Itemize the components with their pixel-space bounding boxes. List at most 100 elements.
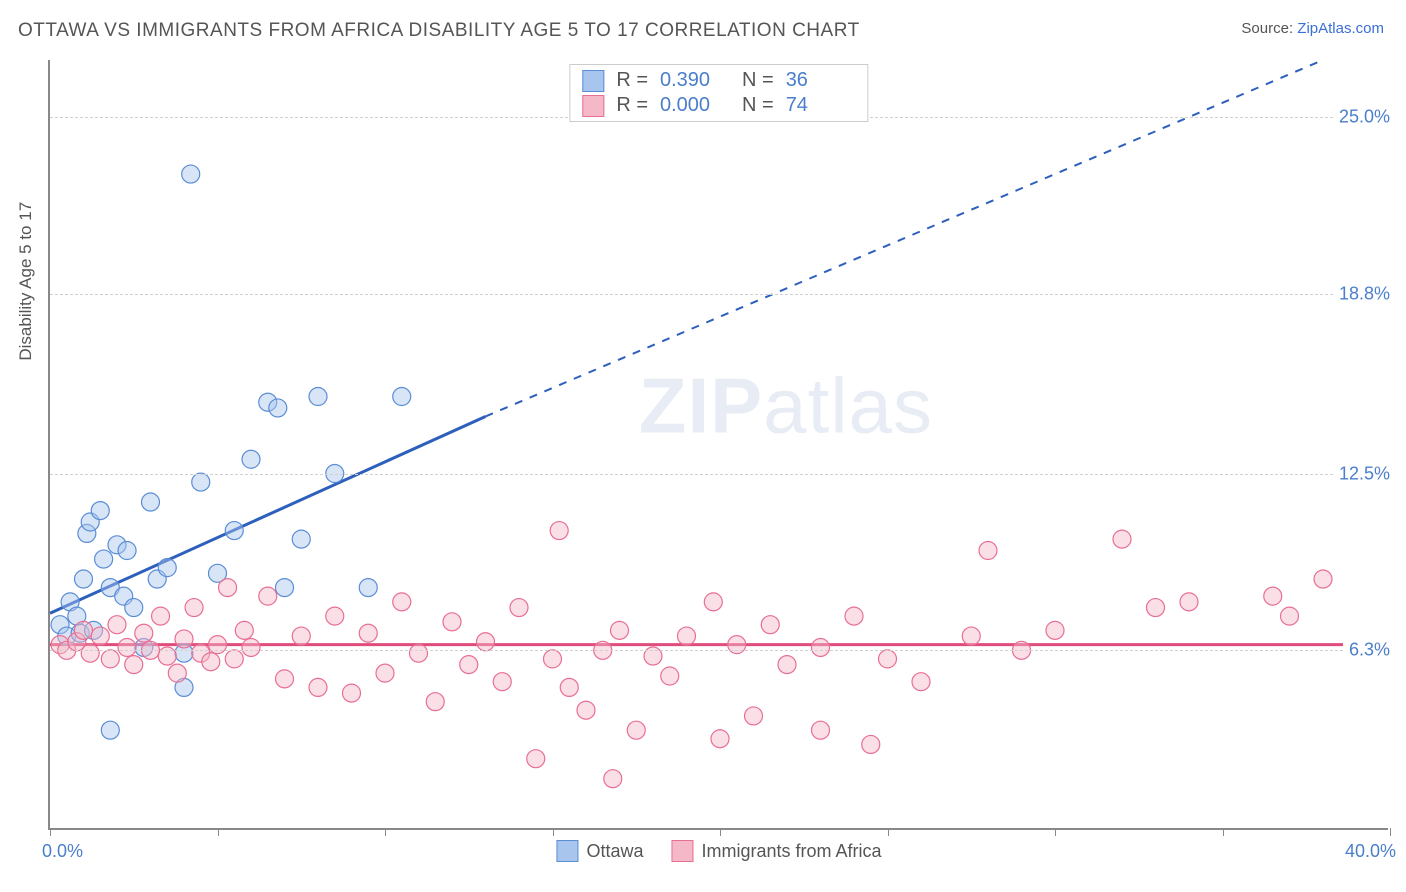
data-point xyxy=(75,621,93,639)
plot-area: ZIPatlas R = 0.390 N = 36 R = 0.000 N = … xyxy=(48,60,1388,830)
data-point xyxy=(1180,593,1198,611)
x-max-label: 40.0% xyxy=(1345,841,1396,862)
legend-swatch-africa xyxy=(582,95,604,117)
data-point xyxy=(979,542,997,560)
data-point xyxy=(527,750,545,768)
data-point xyxy=(778,656,796,674)
plot-svg xyxy=(50,60,1388,828)
data-point xyxy=(152,607,170,625)
data-point xyxy=(292,530,310,548)
data-point xyxy=(678,627,696,645)
data-point xyxy=(75,570,93,588)
data-point xyxy=(845,607,863,625)
data-point xyxy=(879,650,897,668)
data-point xyxy=(158,559,176,577)
legend-swatch-ottawa xyxy=(582,70,604,92)
source-link[interactable]: ZipAtlas.com xyxy=(1297,20,1384,37)
data-point xyxy=(426,693,444,711)
data-point xyxy=(91,502,109,520)
data-point xyxy=(812,721,830,739)
ytick-label: 6.3% xyxy=(1343,640,1390,661)
data-point xyxy=(259,587,277,605)
data-point xyxy=(560,678,578,696)
data-point xyxy=(544,650,562,668)
data-point xyxy=(393,388,411,406)
data-point xyxy=(359,624,377,642)
xtick xyxy=(1223,828,1224,836)
data-point xyxy=(182,165,200,183)
data-point xyxy=(81,644,99,662)
data-point xyxy=(577,701,595,719)
data-point xyxy=(269,399,287,417)
legend-row-ottawa: R = 0.390 N = 36 xyxy=(582,69,855,92)
data-point xyxy=(1314,570,1332,588)
ytick-label: 18.8% xyxy=(1333,283,1390,304)
data-point xyxy=(862,735,880,753)
legend-item-africa: Immigrants from Africa xyxy=(671,840,881,862)
legend-swatch-icon xyxy=(556,840,578,862)
data-point xyxy=(235,621,253,639)
r-label: R = xyxy=(616,94,648,117)
data-point xyxy=(91,627,109,645)
data-point xyxy=(118,638,136,656)
data-point xyxy=(611,621,629,639)
source-label: Source: xyxy=(1241,20,1293,37)
data-point xyxy=(292,627,310,645)
r-label: R = xyxy=(616,69,648,92)
data-point xyxy=(460,656,478,674)
data-point xyxy=(175,630,193,648)
data-point xyxy=(510,599,528,617)
data-point xyxy=(309,388,327,406)
ytick-label: 25.0% xyxy=(1333,107,1390,128)
data-point xyxy=(477,633,495,651)
data-point xyxy=(185,599,203,617)
data-point xyxy=(118,542,136,560)
data-point xyxy=(309,678,327,696)
data-point xyxy=(276,579,294,597)
chart-title: OTTAWA VS IMMIGRANTS FROM AFRICA DISABIL… xyxy=(18,20,860,42)
data-point xyxy=(202,653,220,671)
data-point xyxy=(550,522,568,540)
data-point xyxy=(125,656,143,674)
data-point xyxy=(108,616,126,634)
data-point xyxy=(962,627,980,645)
data-point xyxy=(343,684,361,702)
data-point xyxy=(704,593,722,611)
xtick xyxy=(218,828,219,836)
data-point xyxy=(627,721,645,739)
data-point xyxy=(604,770,622,788)
series-legend: Ottawa Immigrants from Africa xyxy=(556,840,881,862)
legend-label: Immigrants from Africa xyxy=(701,841,881,862)
data-point xyxy=(912,673,930,691)
data-point xyxy=(493,673,511,691)
correlation-legend: R = 0.390 N = 36 R = 0.000 N = 74 xyxy=(569,64,868,122)
data-point xyxy=(376,664,394,682)
data-point xyxy=(1281,607,1299,625)
xtick xyxy=(720,828,721,836)
legend-item-ottawa: Ottawa xyxy=(556,840,643,862)
y-axis-label: Disability Age 5 to 17 xyxy=(16,202,36,361)
data-point xyxy=(745,707,763,725)
data-point xyxy=(410,644,428,662)
data-point xyxy=(101,650,119,668)
data-point xyxy=(125,599,143,617)
data-point xyxy=(225,650,243,668)
data-point xyxy=(242,450,260,468)
source-attribution: Source: ZipAtlas.com xyxy=(1241,20,1384,37)
n-label: N = xyxy=(742,69,774,92)
n-value: 74 xyxy=(786,94,856,117)
x-min-label: 0.0% xyxy=(42,841,83,862)
data-point xyxy=(219,579,237,597)
gridline xyxy=(50,474,1388,475)
data-point xyxy=(443,613,461,631)
data-point xyxy=(761,616,779,634)
data-point xyxy=(1113,530,1131,548)
chart-container: OTTAWA VS IMMIGRANTS FROM AFRICA DISABIL… xyxy=(0,0,1406,892)
gridline xyxy=(50,294,1388,295)
n-value: 36 xyxy=(786,69,856,92)
data-point xyxy=(95,550,113,568)
data-point xyxy=(168,664,186,682)
legend-label: Ottawa xyxy=(586,841,643,862)
r-value: 0.390 xyxy=(660,69,730,92)
xtick xyxy=(1055,828,1056,836)
